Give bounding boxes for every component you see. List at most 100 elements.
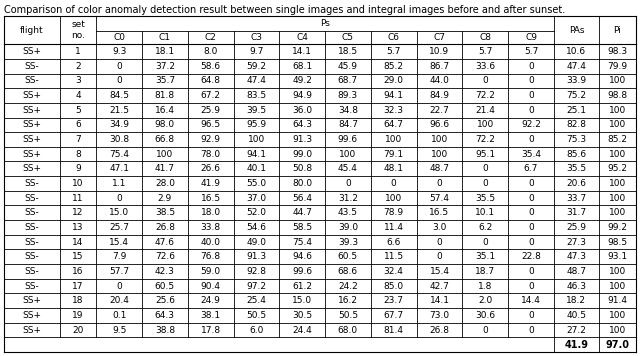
Text: 81.8: 81.8 [155,91,175,100]
Text: SS+: SS+ [22,135,42,144]
Text: 0: 0 [116,77,122,85]
Text: 45.9: 45.9 [338,62,358,71]
Text: 94.1: 94.1 [384,91,404,100]
Text: 17.8: 17.8 [200,325,221,335]
Text: 18.5: 18.5 [338,47,358,56]
Text: 93.1: 93.1 [607,252,628,261]
Text: Comparison of color anomaly detection result between single images and integral : Comparison of color anomaly detection re… [4,5,565,15]
Text: 35.5: 35.5 [566,164,586,173]
Text: 27.2: 27.2 [566,325,586,335]
Text: 9: 9 [75,164,81,173]
Text: 100: 100 [385,194,403,203]
Text: SS-: SS- [24,223,39,232]
Text: 59.2: 59.2 [246,62,266,71]
Text: 68.6: 68.6 [338,267,358,276]
Text: 78.0: 78.0 [200,150,221,159]
Text: 18.1: 18.1 [155,47,175,56]
Text: 34.8: 34.8 [338,106,358,115]
Text: C4: C4 [296,33,308,42]
Text: 26.8: 26.8 [155,223,175,232]
Text: 91.4: 91.4 [607,296,627,305]
Text: 90.4: 90.4 [200,282,221,290]
Text: 0: 0 [528,311,534,320]
Text: 49.2: 49.2 [292,77,312,85]
Text: 100: 100 [609,77,626,85]
Text: 15.4: 15.4 [109,237,129,247]
Text: 44.0: 44.0 [429,77,449,85]
Text: 100: 100 [609,267,626,276]
Text: 97.0: 97.0 [605,340,630,350]
Text: 0: 0 [483,77,488,85]
Text: 95.1: 95.1 [475,150,495,159]
Text: 6.7: 6.7 [524,164,538,173]
Text: 16.4: 16.4 [155,106,175,115]
Text: C2: C2 [205,33,216,42]
Text: 75.3: 75.3 [566,135,586,144]
Text: 100: 100 [609,325,626,335]
Text: 0: 0 [528,237,534,247]
Text: 37.2: 37.2 [155,62,175,71]
Text: 0: 0 [345,179,351,188]
Text: 98.8: 98.8 [607,91,628,100]
Text: 20.6: 20.6 [566,179,586,188]
Text: 0: 0 [528,91,534,100]
Text: 6.2: 6.2 [478,223,492,232]
Text: 0: 0 [116,282,122,290]
Text: 26.6: 26.6 [200,164,221,173]
Text: 25.1: 25.1 [566,106,586,115]
Text: 23.7: 23.7 [384,296,404,305]
Text: 68.7: 68.7 [338,77,358,85]
Text: 8.0: 8.0 [204,47,218,56]
Text: 0: 0 [528,77,534,85]
Text: 15.0: 15.0 [109,208,129,217]
Text: 42.3: 42.3 [155,267,175,276]
Text: 24.9: 24.9 [201,296,221,305]
Text: 68.0: 68.0 [338,325,358,335]
Text: SS-: SS- [24,282,39,290]
Text: 41.9: 41.9 [564,340,588,350]
Text: 10.1: 10.1 [475,208,495,217]
Text: 92.8: 92.8 [246,267,266,276]
Text: 54.6: 54.6 [246,223,266,232]
Text: 10.9: 10.9 [429,47,449,56]
Text: 79.1: 79.1 [383,150,404,159]
Text: 16.2: 16.2 [338,296,358,305]
Text: 0: 0 [528,106,534,115]
Text: 59.0: 59.0 [200,267,221,276]
Text: 12: 12 [72,208,84,217]
Text: 84.5: 84.5 [109,91,129,100]
Text: SS-: SS- [24,77,39,85]
Text: 16.5: 16.5 [200,194,221,203]
Text: 99.2: 99.2 [607,223,627,232]
Text: 76.8: 76.8 [200,252,221,261]
Text: 14.1: 14.1 [429,296,449,305]
Text: 94.6: 94.6 [292,252,312,261]
Text: 100: 100 [248,135,265,144]
Text: 75.4: 75.4 [292,237,312,247]
Text: 0: 0 [528,194,534,203]
Text: 6.0: 6.0 [249,325,264,335]
Text: 0: 0 [436,237,442,247]
Text: 84.7: 84.7 [338,120,358,129]
Text: 0: 0 [528,267,534,276]
Text: 75.2: 75.2 [566,91,586,100]
Text: 100: 100 [609,311,626,320]
Text: 5.7: 5.7 [524,47,538,56]
Text: 47.1: 47.1 [109,164,129,173]
Text: SS-: SS- [24,252,39,261]
Text: 45.4: 45.4 [338,164,358,173]
Text: C3: C3 [250,33,262,42]
Text: 100: 100 [609,150,626,159]
Text: 40.1: 40.1 [246,164,266,173]
Text: 0.1: 0.1 [112,311,126,320]
Text: 15: 15 [72,252,84,261]
Text: 100: 100 [609,194,626,203]
Text: C5: C5 [342,33,354,42]
Text: 14.1: 14.1 [292,47,312,56]
Text: 24.2: 24.2 [338,282,358,290]
Text: 41.7: 41.7 [155,164,175,173]
Text: 0: 0 [528,325,534,335]
Text: SS+: SS+ [22,47,42,56]
Text: 0: 0 [116,62,122,71]
Text: 75.4: 75.4 [109,150,129,159]
